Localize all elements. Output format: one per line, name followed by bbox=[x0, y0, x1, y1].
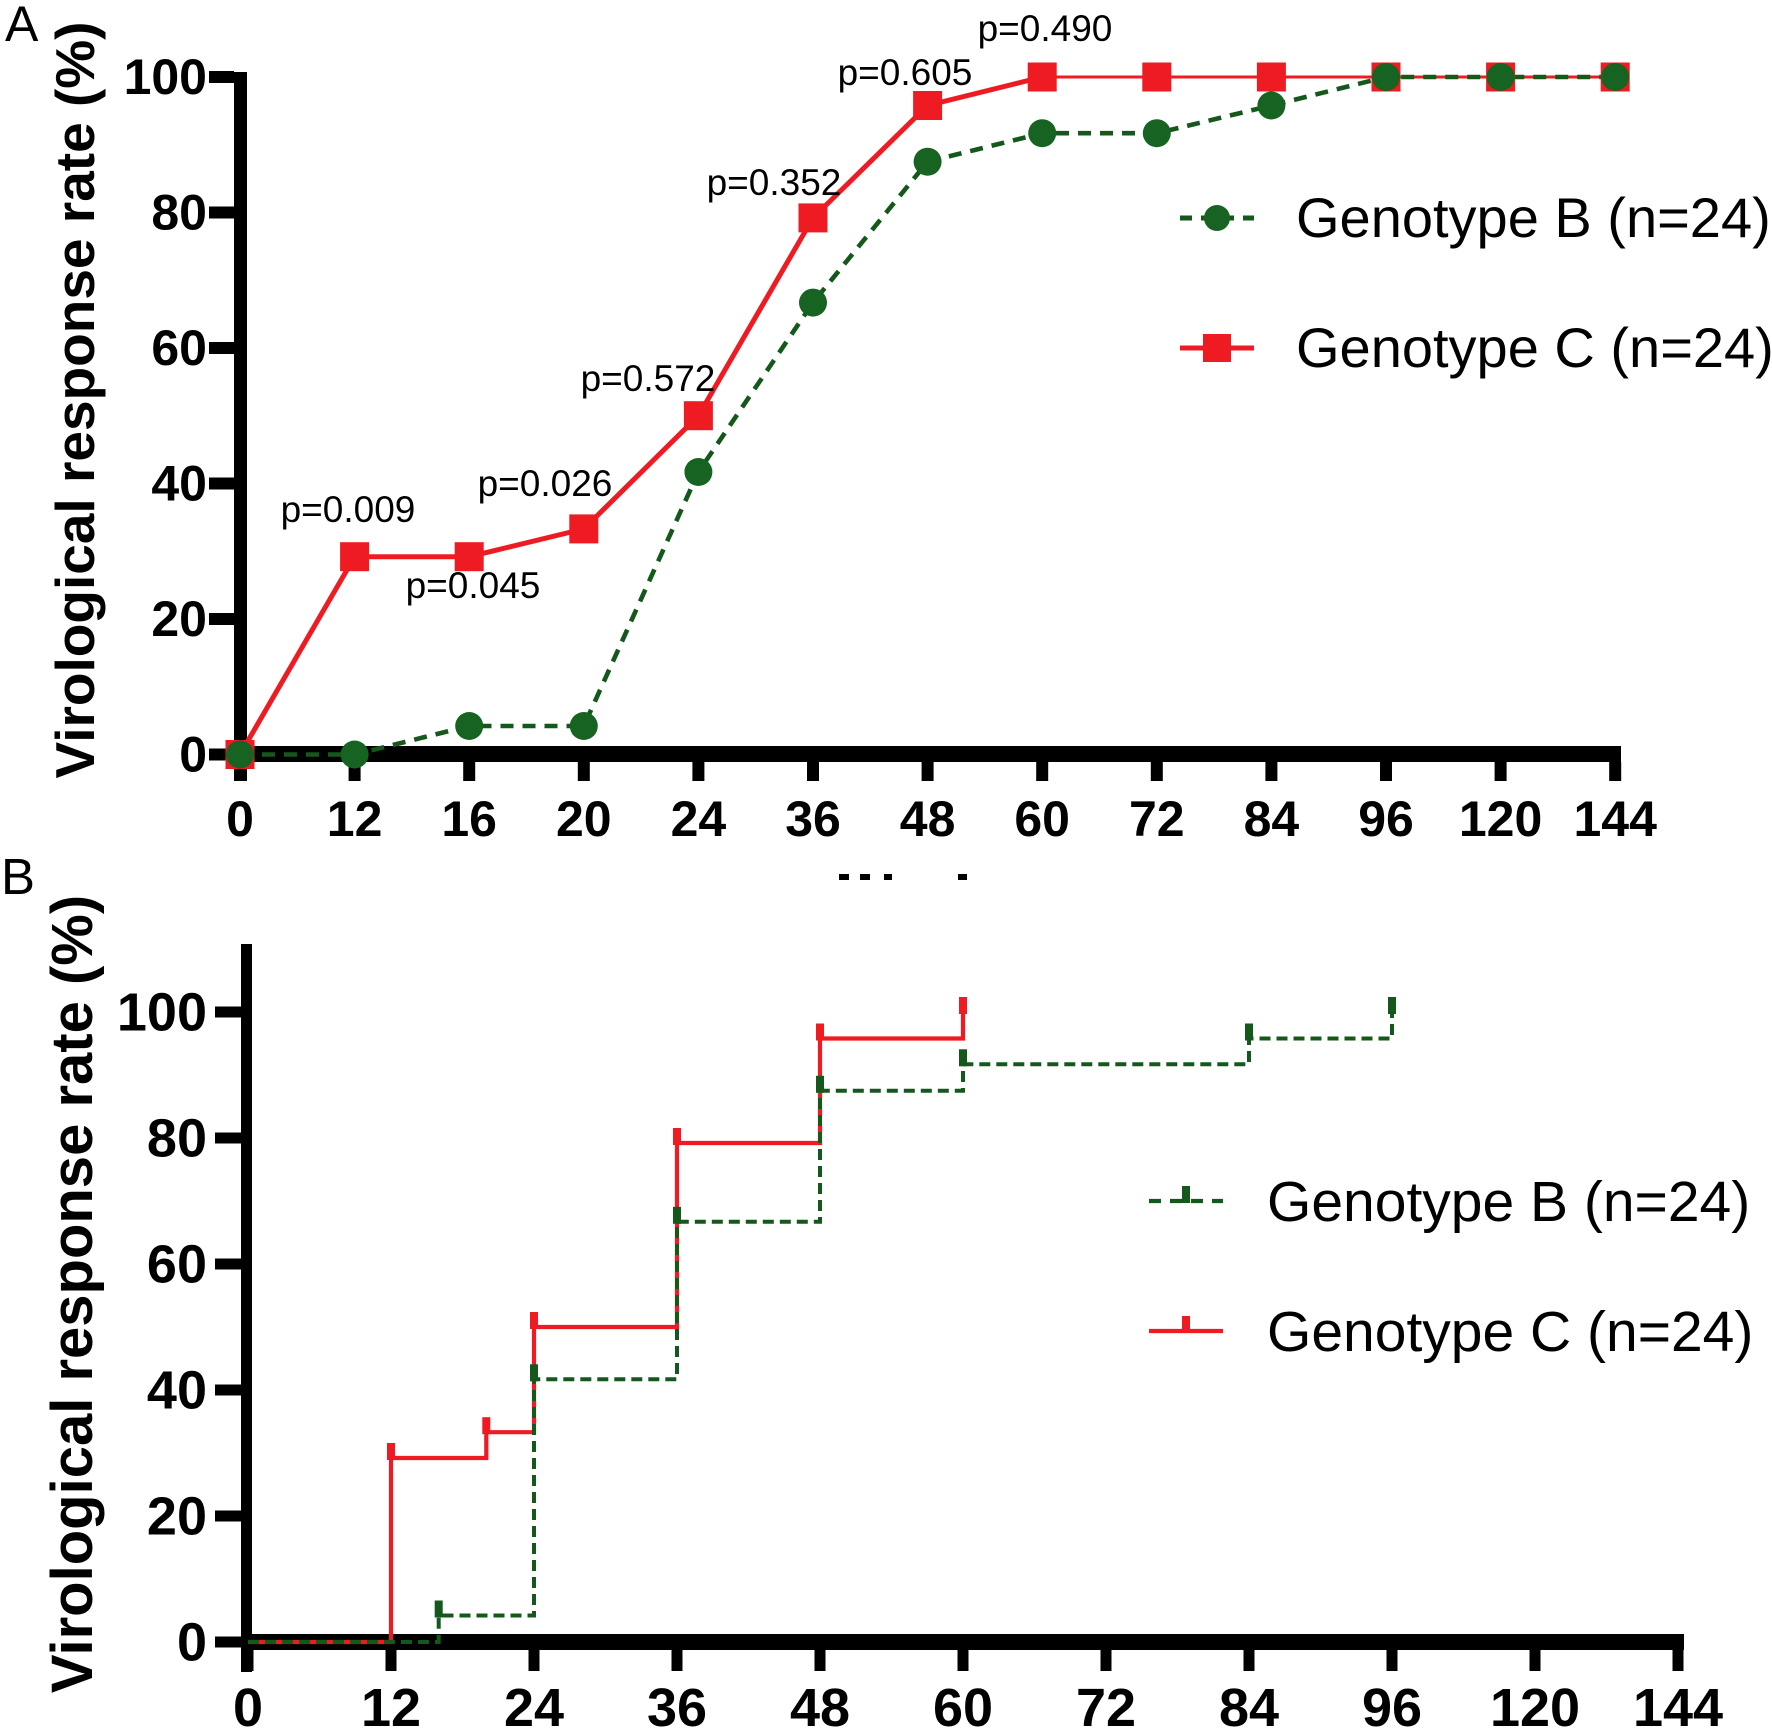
svg-text:20: 20 bbox=[556, 791, 612, 847]
svg-text:0: 0 bbox=[226, 791, 254, 847]
svg-text:48: 48 bbox=[790, 1678, 850, 1735]
svg-text:B: B bbox=[1, 848, 35, 905]
svg-text:144: 144 bbox=[1633, 1678, 1723, 1735]
svg-text:p=0.605: p=0.605 bbox=[838, 52, 973, 93]
svg-text:84: 84 bbox=[1244, 791, 1300, 847]
svg-text:p=0.352: p=0.352 bbox=[707, 162, 842, 203]
svg-text:100: 100 bbox=[124, 49, 207, 105]
svg-text:36: 36 bbox=[785, 791, 841, 847]
svg-text:p=0.045: p=0.045 bbox=[406, 565, 541, 606]
svg-text:p=0.026: p=0.026 bbox=[478, 463, 613, 504]
svg-text:60: 60 bbox=[1014, 791, 1070, 847]
svg-text:Virological response rate (%): Virological response rate (%) bbox=[40, 895, 105, 1693]
svg-text:20: 20 bbox=[151, 591, 207, 647]
svg-text:96: 96 bbox=[1362, 1678, 1422, 1735]
svg-text:60: 60 bbox=[147, 1235, 207, 1295]
svg-text:144: 144 bbox=[1573, 791, 1657, 847]
svg-text:60: 60 bbox=[151, 320, 207, 376]
svg-text:0: 0 bbox=[179, 727, 207, 783]
svg-text:24: 24 bbox=[504, 1678, 564, 1735]
svg-text:40: 40 bbox=[147, 1361, 207, 1421]
svg-text:48: 48 bbox=[900, 791, 956, 847]
svg-text:80: 80 bbox=[147, 1109, 207, 1169]
svg-text:Genotype B (n=24): Genotype B (n=24) bbox=[1267, 1170, 1750, 1234]
svg-text:Genotype B (n=24): Genotype B (n=24) bbox=[1296, 186, 1771, 249]
svg-text:Genotype C (n=24): Genotype C (n=24) bbox=[1267, 1300, 1753, 1364]
svg-text:Virological response rate (%): Virological response rate (%) bbox=[44, 21, 106, 778]
svg-text:60: 60 bbox=[933, 1678, 993, 1735]
svg-text:120: 120 bbox=[1459, 791, 1542, 847]
svg-text:12: 12 bbox=[327, 791, 383, 847]
svg-text:40: 40 bbox=[151, 456, 207, 512]
svg-text:p=0.009: p=0.009 bbox=[281, 489, 416, 530]
svg-text:0: 0 bbox=[177, 1613, 207, 1673]
svg-text:16: 16 bbox=[441, 791, 497, 847]
svg-text:A: A bbox=[5, 0, 39, 52]
svg-text:72: 72 bbox=[1129, 791, 1185, 847]
svg-text:0: 0 bbox=[233, 1678, 263, 1735]
svg-text:96: 96 bbox=[1358, 791, 1414, 847]
svg-text:p=0.572: p=0.572 bbox=[581, 358, 716, 399]
svg-text:24: 24 bbox=[671, 791, 727, 847]
svg-text:100: 100 bbox=[117, 983, 207, 1043]
svg-text:36: 36 bbox=[647, 1678, 707, 1735]
svg-text:80: 80 bbox=[151, 185, 207, 241]
svg-text:72: 72 bbox=[1076, 1678, 1136, 1735]
svg-text:Genotype C (n=24): Genotype C (n=24) bbox=[1296, 316, 1772, 379]
svg-text:p=0.490: p=0.490 bbox=[978, 8, 1113, 49]
svg-text:120: 120 bbox=[1490, 1678, 1580, 1735]
svg-text:84: 84 bbox=[1219, 1678, 1279, 1735]
svg-text:20: 20 bbox=[147, 1487, 207, 1547]
svg-text:12: 12 bbox=[361, 1678, 421, 1735]
